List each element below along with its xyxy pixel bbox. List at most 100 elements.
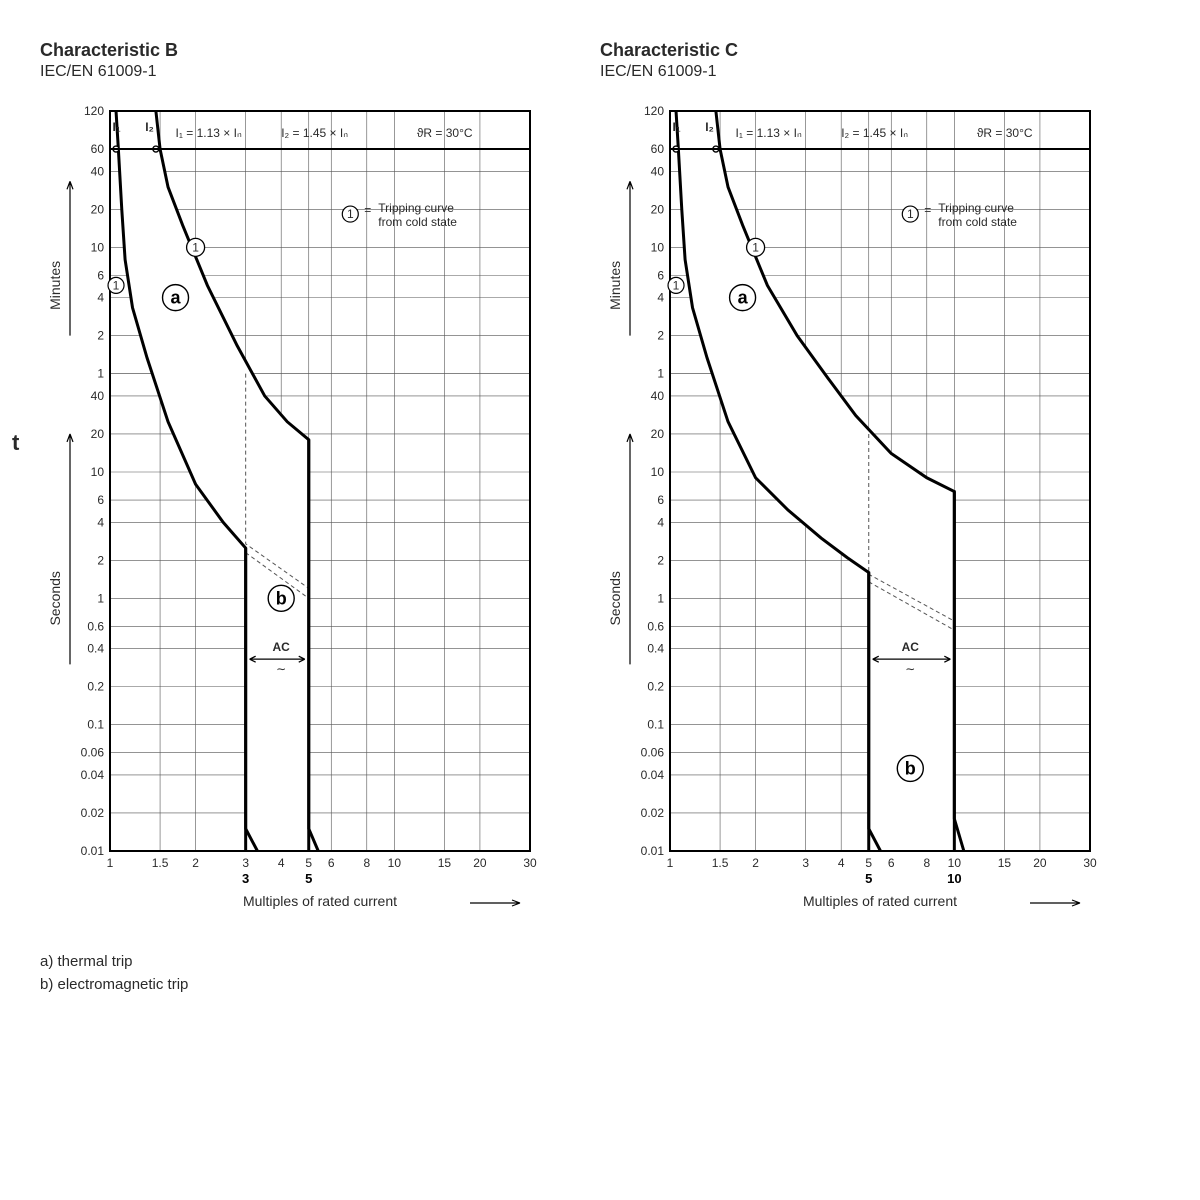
svg-text:ϑR = 30°C: ϑR = 30°C — [417, 126, 473, 140]
svg-text:1: 1 — [667, 856, 674, 870]
svg-text:10: 10 — [91, 240, 105, 254]
svg-text:ϑR = 30°C: ϑR = 30°C — [977, 126, 1033, 140]
svg-text:∼: ∼ — [276, 662, 286, 676]
footer-thermal: a) thermal trip — [40, 951, 1160, 974]
svg-text:2: 2 — [752, 856, 759, 870]
svg-text:10: 10 — [651, 240, 665, 254]
svg-text:40: 40 — [91, 164, 105, 178]
svg-text:0.1: 0.1 — [647, 718, 664, 732]
svg-text:20: 20 — [91, 202, 105, 216]
svg-text:2: 2 — [657, 553, 664, 567]
svg-text:2: 2 — [97, 553, 104, 567]
svg-text:a: a — [738, 288, 749, 308]
svg-text:1: 1 — [97, 591, 104, 605]
svg-text:10: 10 — [948, 856, 962, 870]
svg-text:1: 1 — [657, 591, 664, 605]
svg-text:20: 20 — [473, 856, 487, 870]
chart-c-column: Characteristic C IEC/EN 61009-1 11.52345… — [600, 40, 1120, 931]
svg-text:Seconds: Seconds — [47, 571, 63, 625]
svg-text:0.06: 0.06 — [641, 746, 665, 760]
svg-text:10: 10 — [651, 465, 665, 479]
svg-text:8: 8 — [923, 856, 930, 870]
svg-text:I₁: I₁ — [112, 120, 120, 134]
svg-text:40: 40 — [651, 164, 665, 178]
svg-text:1: 1 — [107, 856, 114, 870]
chart-b-title: Characteristic B — [40, 40, 560, 61]
svg-text:3: 3 — [242, 856, 249, 870]
svg-text:I₁ = 1.13 × Iₙ: I₁ = 1.13 × Iₙ — [736, 126, 802, 140]
svg-text:40: 40 — [91, 389, 105, 403]
svg-text:6: 6 — [888, 856, 895, 870]
svg-text:2: 2 — [657, 329, 664, 343]
svg-text:0.01: 0.01 — [81, 844, 105, 858]
svg-text:1: 1 — [673, 278, 680, 292]
svg-text:0.04: 0.04 — [641, 768, 665, 782]
svg-text:=: = — [364, 203, 371, 217]
svg-text:Tripping curve: Tripping curve — [938, 201, 1014, 215]
svg-text:30: 30 — [1083, 856, 1097, 870]
chart-b-column: Characteristic B IEC/EN 61009-1 11.52345… — [40, 40, 560, 931]
legend-footer: a) thermal trip b) electromagnetic trip — [40, 951, 1160, 996]
svg-text:5: 5 — [305, 871, 312, 886]
svg-text:0.02: 0.02 — [641, 806, 665, 820]
svg-text:1: 1 — [907, 207, 914, 221]
svg-text:6: 6 — [97, 493, 104, 507]
svg-text:Multiples of rated current: Multiples of rated current — [803, 893, 957, 909]
svg-text:1: 1 — [192, 240, 199, 254]
svg-text:1: 1 — [347, 207, 354, 221]
svg-text:from cold state: from cold state — [938, 215, 1017, 229]
chart-c-title: Characteristic C — [600, 40, 1120, 61]
svg-text:6: 6 — [328, 856, 335, 870]
svg-text:20: 20 — [651, 427, 665, 441]
svg-text:10: 10 — [388, 856, 402, 870]
svg-text:4: 4 — [97, 515, 104, 529]
svg-text:60: 60 — [651, 142, 665, 156]
chart-c-subtitle: IEC/EN 61009-1 — [600, 63, 1120, 81]
svg-text:AC: AC — [273, 640, 291, 654]
svg-text:6: 6 — [657, 268, 664, 282]
svg-text:0.02: 0.02 — [81, 806, 105, 820]
svg-text:4: 4 — [97, 291, 104, 305]
chart-b-svg: 11.523456810152030350.010.020.040.060.10… — [40, 91, 560, 931]
svg-text:∼: ∼ — [905, 662, 915, 676]
svg-text:15: 15 — [998, 856, 1012, 870]
svg-text:0.6: 0.6 — [87, 619, 104, 633]
svg-text:6: 6 — [97, 268, 104, 282]
svg-text:=: = — [924, 203, 931, 217]
svg-text:6: 6 — [657, 493, 664, 507]
svg-text:0.2: 0.2 — [647, 680, 664, 694]
svg-text:2: 2 — [97, 329, 104, 343]
svg-text:20: 20 — [1033, 856, 1047, 870]
svg-text:AC: AC — [902, 640, 920, 654]
svg-text:1.5: 1.5 — [152, 856, 169, 870]
svg-text:a: a — [171, 288, 182, 308]
svg-text:60: 60 — [91, 142, 105, 156]
svg-text:10: 10 — [947, 871, 961, 886]
svg-text:Minutes: Minutes — [47, 261, 63, 310]
svg-text:1: 1 — [657, 367, 664, 381]
svg-text:b: b — [276, 588, 287, 608]
svg-text:0.4: 0.4 — [647, 642, 664, 656]
svg-text:15: 15 — [438, 856, 452, 870]
svg-text:20: 20 — [651, 202, 665, 216]
svg-text:I₂ = 1.45 × Iₙ: I₂ = 1.45 × Iₙ — [281, 126, 348, 140]
svg-text:Seconds: Seconds — [607, 571, 623, 625]
svg-text:I₂ = 1.45 × Iₙ: I₂ = 1.45 × Iₙ — [841, 126, 908, 140]
svg-text:5: 5 — [865, 871, 872, 886]
svg-text:1: 1 — [97, 367, 104, 381]
svg-text:3: 3 — [242, 871, 249, 886]
svg-text:0.04: 0.04 — [81, 768, 105, 782]
svg-text:5: 5 — [305, 856, 312, 870]
svg-text:I₁: I₁ — [672, 120, 680, 134]
svg-text:5: 5 — [865, 856, 872, 870]
svg-text:0.06: 0.06 — [81, 746, 105, 760]
svg-text:1: 1 — [113, 278, 120, 292]
svg-text:Minutes: Minutes — [607, 261, 623, 310]
svg-text:I₂: I₂ — [705, 120, 714, 134]
svg-text:1: 1 — [752, 240, 759, 254]
svg-text:4: 4 — [657, 291, 664, 305]
svg-text:Tripping curve: Tripping curve — [378, 201, 454, 215]
svg-text:0.01: 0.01 — [641, 844, 665, 858]
svg-text:I₁ = 1.13 × Iₙ: I₁ = 1.13 × Iₙ — [176, 126, 242, 140]
t-axis-label: t — [12, 430, 19, 456]
